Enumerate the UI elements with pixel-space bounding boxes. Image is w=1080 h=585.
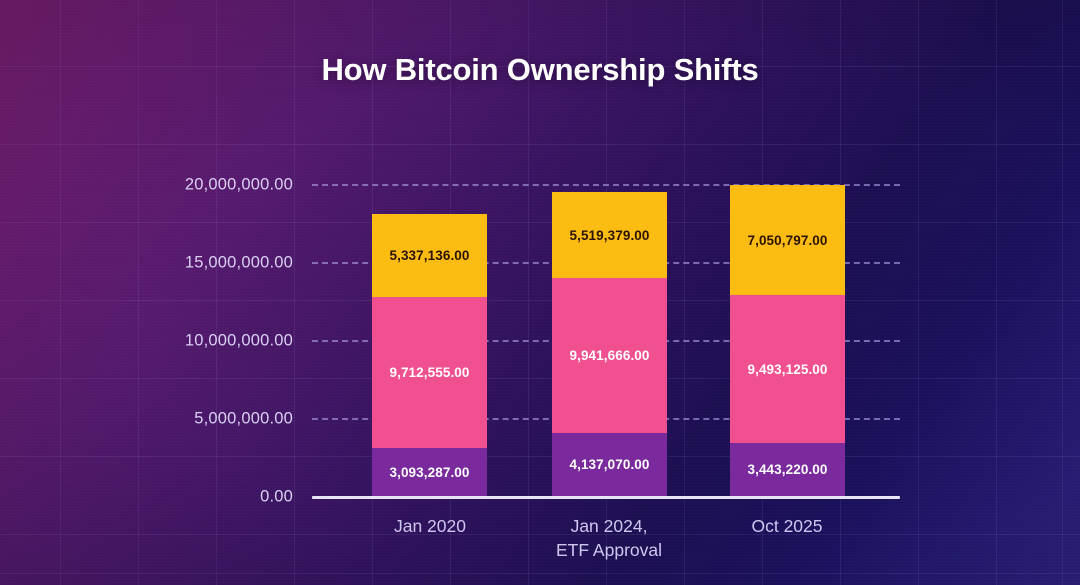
x-axis-label-jan-2020: Jan 2020 <box>393 516 466 536</box>
y-tick-label-20m: 20,000,000.00 <box>184 175 293 194</box>
bar-segment-middle-label: 9,712,555.00 <box>389 365 470 380</box>
bar-segment-top[interactable]: 5,519,379.00 <box>552 192 667 278</box>
bar-segment-bottom-label: 3,443,220.00 <box>747 462 828 477</box>
gridline-20m <box>312 184 900 186</box>
y-tick-label-10m: 10,000,000.00 <box>184 331 293 350</box>
x-axis-line <box>312 496 900 499</box>
bar-segment-middle[interactable]: 9,712,555.00 <box>372 297 487 448</box>
bar-group-jan-2024[interactable]: 5,519,379.00 9,941,666.00 4,137,070.00 <box>552 192 667 496</box>
y-tick-label-5m: 5,000,000.00 <box>194 409 293 428</box>
bar-segment-bottom-label: 4,137,070.00 <box>569 457 650 472</box>
y-tick-label-0: 0.00 <box>260 487 293 506</box>
bar-segment-middle[interactable]: 9,493,125.00 <box>730 295 845 443</box>
x-axis-label-oct-2025: Oct 2025 <box>751 516 823 536</box>
x-axis-label-jan-2024: Jan 2024, ETF Approval <box>555 516 663 561</box>
bar-segment-top-label: 5,337,136.00 <box>389 248 470 263</box>
page-title: How Bitcoin Ownership Shifts <box>321 52 759 87</box>
bar-segment-bottom-label: 3,093,287.00 <box>389 464 470 480</box>
bar-segment-top[interactable]: 7,050,797.00 <box>730 185 845 295</box>
bar-segment-middle[interactable]: 9,941,666.00 <box>552 278 667 433</box>
bar-segment-top[interactable]: 5,337,136.00 <box>372 214 487 297</box>
bar-segment-bottom[interactable]: 4,137,070.00 <box>552 433 667 496</box>
bar-segment-middle-label: 9,493,125.00 <box>747 361 828 377</box>
bar-group-oct-2025[interactable]: 7,050,797.00 9,493,125.00 3,443,220.00 <box>730 185 845 496</box>
bar-segment-middle-label: 9,941,666.00 <box>569 348 650 363</box>
bar-segment-top-label: 5,519,379.00 <box>569 227 650 243</box>
bar-segment-bottom[interactable]: 3,443,220.00 <box>730 443 845 496</box>
bar-segment-bottom[interactable]: 3,093,287.00 <box>372 448 487 496</box>
bar-segment-top-label: 7,050,797.00 <box>747 232 828 248</box>
y-tick-label-15m: 15,000,000.00 <box>184 253 293 272</box>
bar-group-jan-2020[interactable]: 5,337,136.00 9,712,555.00 3,093,287.00 <box>372 214 487 496</box>
